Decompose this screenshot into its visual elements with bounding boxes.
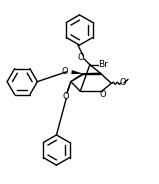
Text: O: O bbox=[63, 92, 69, 101]
Text: O: O bbox=[99, 90, 106, 99]
Text: O: O bbox=[62, 67, 68, 76]
Polygon shape bbox=[83, 72, 101, 75]
Text: O: O bbox=[119, 78, 126, 87]
Text: Br: Br bbox=[98, 60, 108, 69]
Polygon shape bbox=[71, 70, 83, 74]
Polygon shape bbox=[70, 73, 84, 82]
Text: O: O bbox=[78, 52, 84, 61]
